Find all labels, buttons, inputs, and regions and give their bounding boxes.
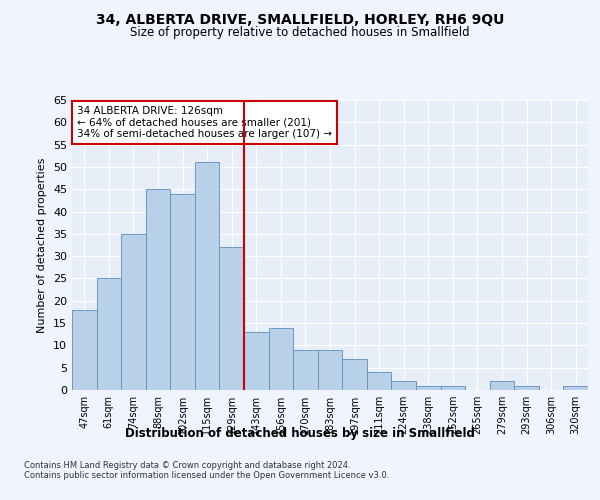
Bar [318,350,342,390]
Text: 34, ALBERTA DRIVE, SMALLFIELD, HORLEY, RH6 9QU: 34, ALBERTA DRIVE, SMALLFIELD, HORLEY, R… [96,12,504,26]
Bar [293,350,318,390]
Bar [170,194,195,390]
Y-axis label: Number of detached properties: Number of detached properties [37,158,47,332]
Text: 34 ALBERTA DRIVE: 126sqm
← 64% of detached houses are smaller (201)
34% of semi-: 34 ALBERTA DRIVE: 126sqm ← 64% of detach… [77,106,332,139]
Bar [195,162,220,390]
Bar [440,386,465,390]
Bar [514,386,539,390]
Bar [342,359,367,390]
Bar [121,234,146,390]
Text: Size of property relative to detached houses in Smallfield: Size of property relative to detached ho… [130,26,470,39]
Bar [490,381,514,390]
Bar [244,332,269,390]
Text: Distribution of detached houses by size in Smallfield: Distribution of detached houses by size … [125,428,475,440]
Text: Contains HM Land Registry data © Crown copyright and database right 2024.
Contai: Contains HM Land Registry data © Crown c… [24,460,389,480]
Bar [367,372,391,390]
Bar [416,386,440,390]
Bar [72,310,97,390]
Bar [97,278,121,390]
Bar [269,328,293,390]
Bar [220,247,244,390]
Bar [391,381,416,390]
Bar [146,189,170,390]
Bar [563,386,588,390]
